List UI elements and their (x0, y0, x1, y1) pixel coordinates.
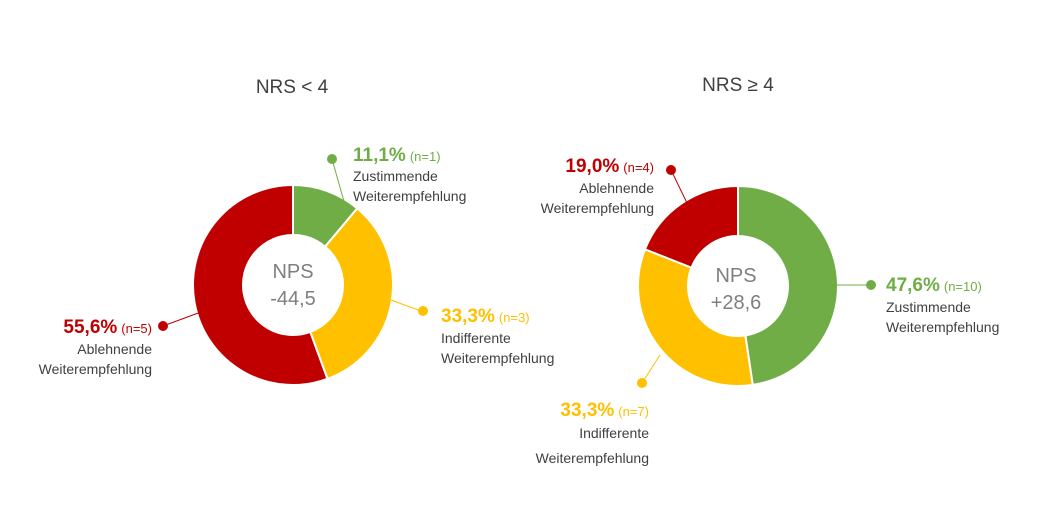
leader-line (390, 299, 422, 312)
callout-ablehnend: 55,6% (n=5) Ablehnende Weiterempfehlung (39, 311, 202, 377)
donut-slice-indifferent (308, 206, 394, 381)
data-label-percent: 33,3% (n=7) (560, 400, 649, 421)
chart-title: NRS < 4 (256, 77, 329, 98)
donut-slices (192, 183, 394, 386)
data-label-category-line-2: Weiterempfehlung (441, 350, 554, 366)
leader-dot (866, 280, 876, 290)
data-label-category-line-1: Indifferente (441, 330, 511, 346)
donut-slices (637, 184, 839, 387)
leader-dot (666, 165, 676, 175)
callout-zustimmend: 47,6% (n=10) Zustimmende Weiterempfehlung (837, 275, 999, 335)
data-label-category-line-1: Zustimmende (353, 168, 438, 184)
leader-dot (637, 378, 647, 388)
donut-slice-ablehnend (192, 183, 329, 386)
donut-chart-nrs-below-4: NRS < 4 NPS -44,5 11,1% (n=1) Zustimmende… (39, 77, 554, 386)
n-value: (n=5) (121, 321, 152, 336)
callout-indifferent: 33,3% (n=3) Indifferente Weiterempfehlung (390, 299, 554, 366)
leader-line (641, 354, 661, 384)
percent-value: 55,6% (63, 317, 117, 338)
n-value: (n=10) (944, 279, 982, 294)
percent-value: 47,6% (886, 275, 940, 296)
data-label-category-line-2: Weiterempfehlung (541, 200, 654, 216)
data-label-percent: 11,1% (n=1) (353, 145, 441, 166)
data-label-category-line-2: Weiterempfehlung (536, 450, 649, 466)
data-label-category-line-2: Weiterempfehlung (39, 361, 152, 377)
data-label-category-line-1: Indifferente (579, 425, 649, 441)
nps-center-value: -44,5 (270, 288, 316, 310)
data-label-category-line-2: Weiterempfehlung (353, 188, 466, 204)
nps-center-label: NPS (715, 265, 756, 287)
nps-center-label: NPS (272, 261, 313, 283)
data-label-category-line-2: Weiterempfehlung (886, 319, 999, 335)
chart-title: NRS ≥ 4 (702, 75, 774, 96)
donut-slice-indifferent (637, 248, 754, 387)
n-value: (n=4) (623, 160, 654, 175)
leader-line (331, 158, 346, 206)
percent-value: 33,3% (441, 306, 495, 327)
callout-zustimmend: 11,1% (n=1) Zustimmende Weiterempfehlung (327, 145, 466, 206)
leader-line (670, 169, 688, 204)
data-label-category-line-1: Ablehnende (579, 180, 654, 196)
callout-indifferent: 33,3% (n=7) Indifferente Weiterempfehlung (536, 354, 661, 466)
leader-dot (418, 306, 428, 316)
nps-center-value: +28,6 (711, 292, 762, 314)
data-label-category-line-1: Zustimmende (886, 299, 971, 315)
leader-dot (327, 154, 337, 164)
donut-slice-zustimmend (737, 184, 839, 387)
percent-value: 11,1% (353, 145, 406, 166)
data-label-percent: 19,0% (n=4) (565, 156, 654, 177)
data-label-percent: 55,6% (n=5) (63, 317, 152, 338)
n-value: (n=3) (499, 310, 530, 325)
percent-value: 19,0% (565, 156, 619, 177)
n-value: (n=7) (618, 404, 649, 419)
percent-value: 33,3% (560, 400, 614, 421)
n-value: (n=1) (410, 149, 441, 164)
donut-slice-ablehnend (643, 184, 739, 269)
data-label-percent: 47,6% (n=10) (886, 275, 982, 296)
leader-line (162, 311, 202, 327)
donut-chart-nrs-4-or-above: NRS ≥ 4 NPS +28,6 47,6% (n=10) Zustimmend… (536, 75, 1000, 466)
leader-dot (158, 321, 168, 331)
callout-ablehnend: 19,0% (n=4) Ablehnende Weiterempfehlung (541, 156, 688, 216)
data-label-category-line-1: Ablehnende (77, 341, 152, 357)
data-label-percent: 33,3% (n=3) (441, 306, 530, 327)
